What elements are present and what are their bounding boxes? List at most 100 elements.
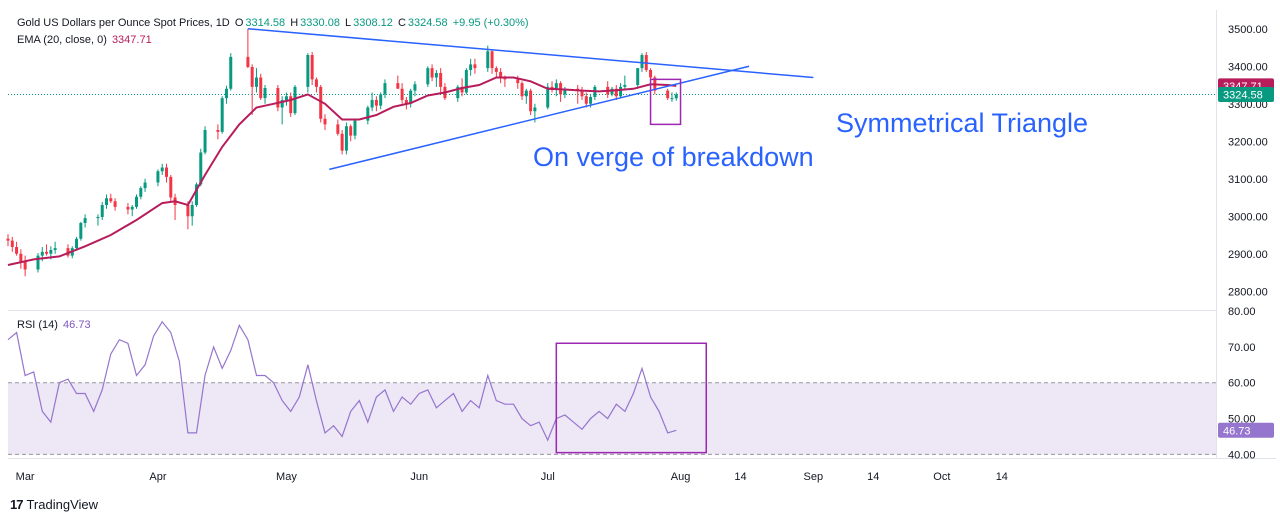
candle-body (546, 86, 550, 108)
symbol-title[interactable]: Gold US Dollars per Ounce Spot Prices, 1… (17, 17, 230, 29)
high-label: H (290, 17, 299, 29)
candle-body (430, 68, 434, 78)
breakdown-highlight-box[interactable] (649, 78, 682, 126)
time-tick-label: Mar (16, 471, 35, 483)
price-tick-label: 3100.00 (1228, 174, 1268, 186)
rsi-tick-label: 50.00 (1228, 414, 1256, 426)
candle-body (75, 238, 79, 249)
time-tick-label: May (276, 471, 297, 483)
rsi-legend[interactable]: RSI (14) 46.73 (17, 319, 93, 331)
candle-body (464, 70, 468, 93)
candle-body (66, 248, 70, 256)
rsi-axis[interactable]: 40.00 50.00 60.00 70.00 80.00 (1228, 306, 1256, 461)
candle-body (306, 55, 310, 87)
candle-body (499, 71, 503, 78)
candle-body (426, 68, 430, 85)
candle-body (340, 133, 344, 151)
price-axis[interactable]: 2800.002900.003000.003100.003200.003300.… (1228, 24, 1268, 299)
last-price-badge (1218, 87, 1274, 103)
candle-body (383, 83, 387, 95)
candle-body (79, 223, 83, 239)
trendlines[interactable] (247, 28, 814, 171)
candle-body (53, 248, 57, 250)
candle-body (319, 86, 323, 119)
candle-body (533, 107, 537, 112)
change-value: +9.95 (+0.30%) (452, 17, 529, 29)
candle-body (216, 130, 220, 132)
last-price-badge-text: 3324.58 (1223, 90, 1263, 102)
candle-body (379, 94, 383, 106)
candle-body (460, 86, 464, 93)
candle-body (190, 205, 194, 217)
rsi-tick-label: 70.00 (1228, 342, 1256, 354)
candle-body (40, 251, 44, 256)
candle-body (349, 126, 353, 136)
candle-body (160, 167, 164, 172)
candle-body (623, 85, 627, 87)
candle-body (666, 90, 670, 99)
candle-body (109, 198, 113, 202)
candle-body (563, 88, 567, 95)
time-tick-label: Oct (933, 471, 950, 483)
candle-body (186, 205, 190, 217)
ema-value: 3347.71 (111, 34, 152, 46)
candle-body (220, 98, 224, 132)
candle-body (589, 97, 593, 104)
time-tick-label: Jun (410, 471, 428, 483)
candle-body (96, 217, 100, 219)
rsi-value-badge (1218, 422, 1274, 438)
time-axis[interactable]: Mar Apr May Jun Jul Aug 14 Sep 14 Oct 14 (16, 471, 1008, 483)
time-tick-label: 14 (996, 471, 1008, 483)
candle-body (246, 56, 250, 67)
candle-body (139, 188, 143, 197)
candle-body (293, 86, 297, 114)
price-tick-label: 3200.00 (1228, 136, 1268, 148)
time-tick-label: Sep (804, 471, 824, 483)
candle-body (130, 206, 134, 210)
close-value: 3324.58 (407, 17, 448, 29)
candle-body (259, 77, 263, 99)
rsi-value-badge-text: 46.73 (1223, 425, 1251, 437)
tradingview-logo-icon: 17 (10, 497, 24, 512)
rsi-label[interactable]: RSI (14) (17, 319, 58, 331)
candle-body (45, 251, 49, 254)
candle-body (194, 184, 198, 205)
candle-body (276, 88, 280, 108)
candle-body (370, 100, 374, 108)
candle-body (6, 238, 10, 241)
candle-body (314, 79, 318, 87)
candle-body (674, 94, 678, 99)
candle-body (143, 182, 147, 189)
candle-body (250, 67, 254, 87)
candle-body (550, 86, 554, 89)
candle-body (23, 262, 27, 270)
triangle-trendline (247, 28, 814, 79)
candle-body (524, 90, 528, 97)
candle-body (263, 88, 267, 99)
symmetrical-triangle-label[interactable]: Symmetrical Triangle (836, 108, 1088, 138)
time-tick-label: Aug (671, 471, 691, 483)
breakdown-label[interactable]: On verge of breakdown (533, 142, 814, 172)
rsi-highlight-box[interactable] (555, 342, 707, 454)
rsi-tick-label: 40.00 (1228, 449, 1256, 461)
candle-body (353, 120, 357, 136)
ema-label[interactable]: EMA (20, close, 0) (17, 34, 107, 46)
candle-body (199, 152, 203, 185)
candle-body (636, 68, 640, 85)
candle-body (310, 55, 314, 80)
candle-body (10, 240, 14, 247)
triangle-trendline (329, 65, 750, 171)
ema-legend[interactable]: EMA (20, close, 0) 3347.71 (17, 34, 154, 46)
candle-body (473, 64, 477, 69)
candle-body (580, 90, 584, 97)
candle-body (584, 96, 588, 104)
candle-body (614, 88, 618, 97)
candle-body (100, 205, 104, 217)
candle-body (19, 253, 23, 262)
candle-body (434, 73, 438, 78)
rsi-line (7, 320, 677, 442)
time-tick-label: 14 (734, 471, 746, 483)
symbol-legend[interactable]: Gold US Dollars per Ounce Spot Prices, 1… (17, 17, 531, 29)
tradingview-logo[interactable]: 17 TradingView (10, 497, 98, 512)
